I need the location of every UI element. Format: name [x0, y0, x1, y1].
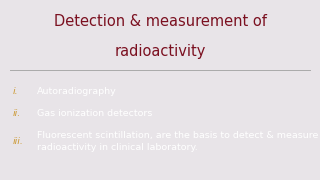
- Text: Fluorescent scintillation, are the basis to detect & measure
radioactivity in cl: Fluorescent scintillation, are the basis…: [37, 131, 318, 152]
- Text: iii.: iii.: [13, 137, 24, 146]
- Text: Autoradiography: Autoradiography: [37, 87, 116, 96]
- Text: Detection & measurement of: Detection & measurement of: [53, 14, 267, 29]
- Text: ii.: ii.: [13, 109, 21, 118]
- Text: radioactivity: radioactivity: [114, 44, 206, 59]
- Text: Gas ionization detectors: Gas ionization detectors: [37, 109, 152, 118]
- Text: i.: i.: [13, 87, 19, 96]
